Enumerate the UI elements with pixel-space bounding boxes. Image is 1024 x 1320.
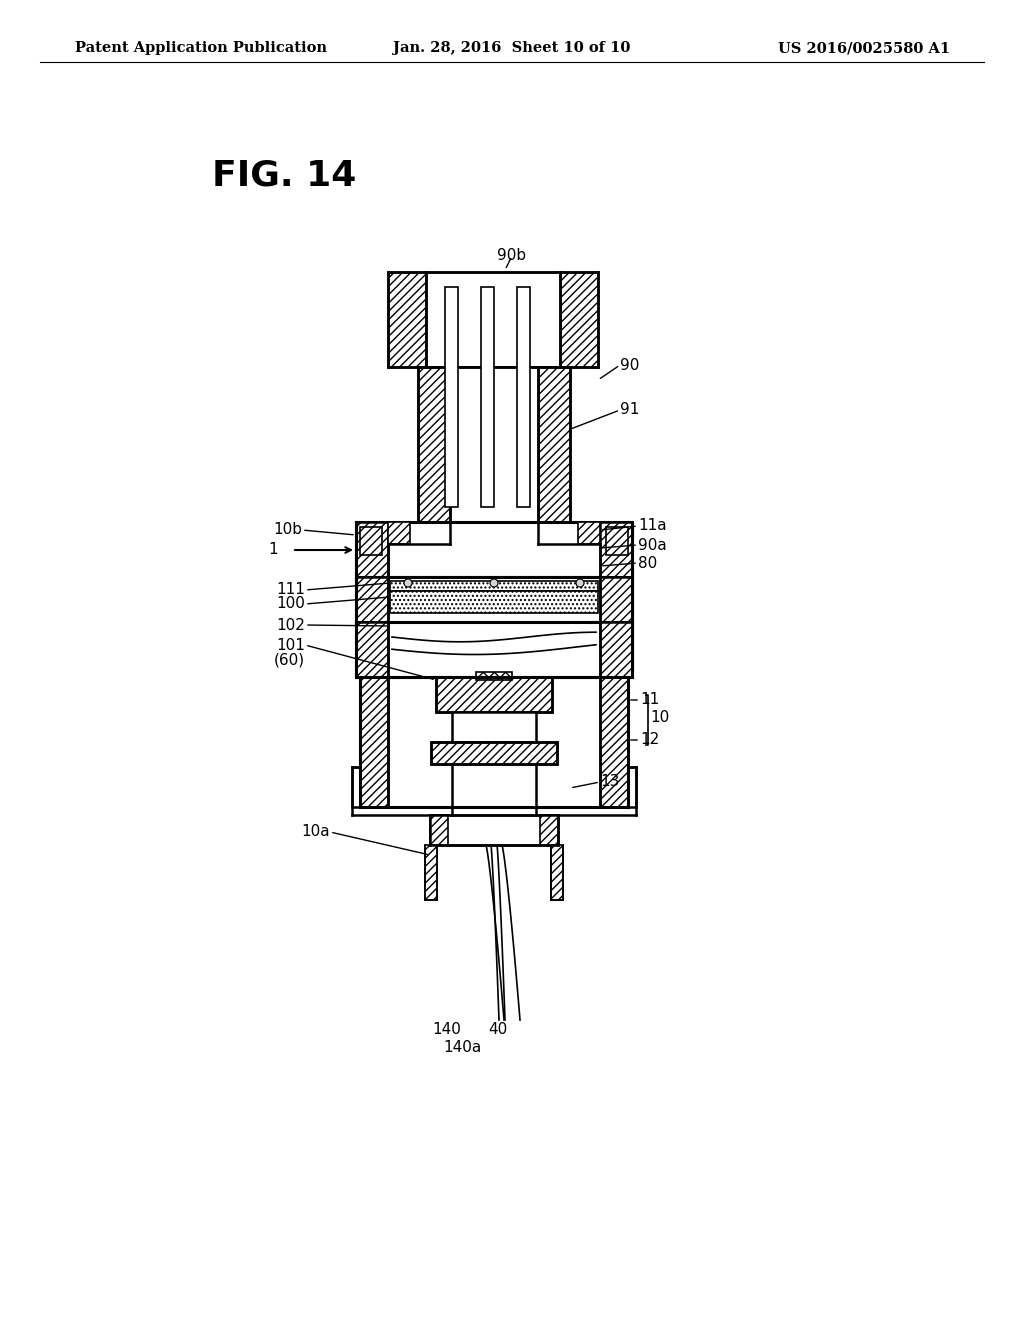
Bar (540, 814, 558, 845)
Bar (388, 521, 410, 544)
Bar (450, 367, 538, 521)
Bar (600, 622, 632, 677)
Text: 11: 11 (640, 693, 659, 708)
Bar (356, 577, 388, 622)
Text: 11a: 11a (638, 519, 667, 533)
Bar (360, 527, 382, 554)
Text: 102: 102 (276, 618, 305, 632)
Circle shape (490, 579, 498, 587)
Bar (628, 767, 636, 807)
Text: 10b: 10b (273, 523, 302, 537)
Text: 90b: 90b (498, 248, 526, 264)
Bar (431, 742, 557, 764)
Bar (425, 845, 437, 900)
Bar (436, 677, 552, 711)
Text: 140: 140 (432, 1023, 462, 1038)
Bar (476, 672, 512, 680)
Text: 10: 10 (650, 710, 670, 726)
Text: 90: 90 (620, 358, 639, 372)
Bar (560, 272, 598, 367)
Text: Patent Application Publication: Patent Application Publication (75, 41, 327, 55)
Text: 90a: 90a (638, 537, 667, 553)
Bar (517, 286, 530, 507)
Text: 140a: 140a (442, 1040, 481, 1056)
Text: US 2016/0025580 A1: US 2016/0025580 A1 (778, 41, 950, 55)
Bar (426, 272, 560, 367)
Bar (356, 622, 632, 677)
Text: 12: 12 (640, 733, 659, 747)
Bar (606, 527, 628, 554)
Circle shape (404, 579, 412, 587)
Text: 13: 13 (600, 775, 620, 789)
Bar (430, 814, 449, 845)
Text: FIG. 14: FIG. 14 (212, 158, 356, 191)
Bar (390, 591, 598, 612)
Bar (452, 711, 536, 742)
Text: Jan. 28, 2016  Sheet 10 of 10: Jan. 28, 2016 Sheet 10 of 10 (393, 41, 631, 55)
Bar (600, 677, 628, 807)
Bar (390, 581, 598, 591)
Bar (360, 677, 388, 807)
Bar (600, 577, 632, 622)
Bar (352, 767, 360, 807)
Bar (578, 521, 600, 544)
Text: 40: 40 (488, 1023, 508, 1038)
Bar (356, 521, 632, 577)
Text: 10a: 10a (301, 825, 330, 840)
Bar (481, 286, 494, 507)
Text: (60): (60) (273, 652, 305, 668)
Text: 100: 100 (276, 597, 305, 611)
Bar (431, 742, 557, 764)
Text: 111: 111 (276, 582, 305, 598)
Bar (356, 521, 388, 577)
Circle shape (575, 579, 584, 587)
Text: 91: 91 (620, 403, 639, 417)
Bar (418, 367, 450, 521)
Text: 101: 101 (276, 638, 305, 652)
Bar (436, 677, 552, 711)
Bar (538, 367, 570, 521)
Bar (445, 286, 458, 507)
Bar (600, 521, 632, 577)
Bar (388, 272, 426, 367)
Text: 80: 80 (638, 556, 657, 570)
Bar (551, 845, 563, 900)
Text: 1: 1 (268, 543, 278, 557)
Bar (356, 577, 632, 622)
Bar (356, 622, 388, 677)
Bar (430, 814, 558, 845)
